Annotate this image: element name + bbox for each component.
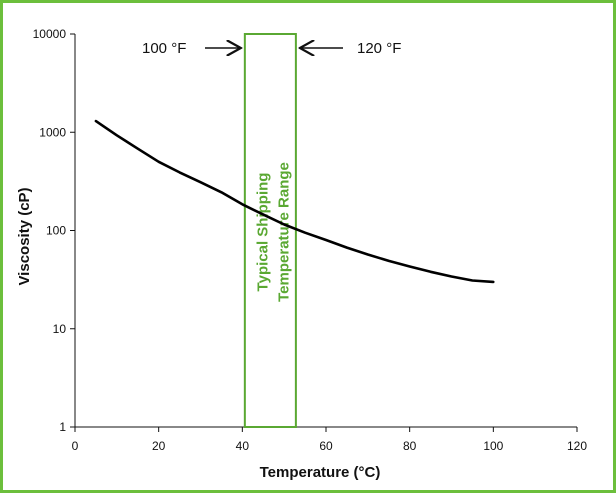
annotation-100f: 100 °F	[142, 40, 186, 57]
y-tick-label: 100	[46, 224, 66, 238]
y-tick-label: 10000	[33, 27, 67, 41]
x-axis-title: Temperature (°C)	[260, 464, 381, 481]
x-tick-label: 60	[319, 439, 333, 453]
viscosity-curve-0	[94, 119, 495, 284]
y-tick-label: 1	[59, 420, 66, 434]
band-label-line1: Typical Shipping	[254, 173, 271, 292]
x-tick-label: 40	[236, 439, 250, 453]
x-tick-label: 100	[483, 439, 503, 453]
shipping-range-band	[243, 33, 297, 428]
y-axis-title: Viscosity (cP)	[16, 187, 33, 285]
y-tick-label: 1000	[39, 125, 66, 139]
x-tick-label: 0	[72, 439, 79, 453]
x-tick-label: 120	[567, 439, 587, 453]
band-label-line2: Temperature Range	[275, 162, 292, 302]
y-tick-label: 10	[53, 322, 67, 336]
x-tick-label: 80	[403, 439, 417, 453]
annotation-120f: 120 °F	[357, 40, 401, 57]
x-tick-label: 20	[152, 439, 166, 453]
